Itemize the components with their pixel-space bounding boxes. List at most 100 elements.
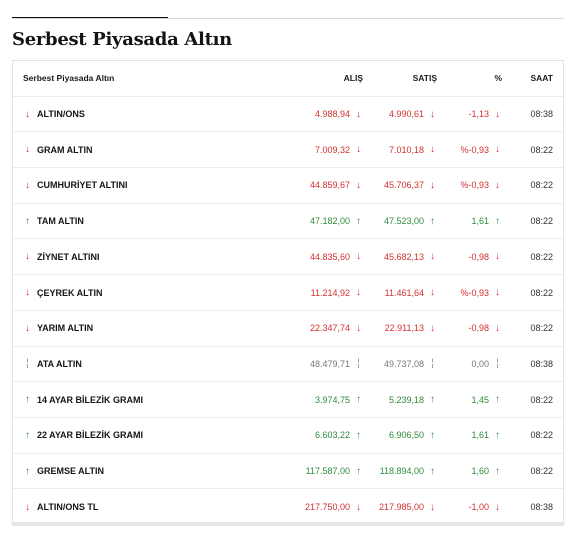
instrument-name-cell[interactable]: ↓ YARIM ALTIN <box>23 311 93 346</box>
instrument-name: ALTIN/ONS TL <box>37 502 99 513</box>
table-row[interactable]: ↓ ALTIN/ONS 4.988,94 ↓ 4.990,61 ↓ -1,13 ↓ 08:38 <box>13 97 563 133</box>
instrument-name-cell[interactable]: ↓ GRAM ALTIN <box>23 132 93 167</box>
instrument-name: 14 AYAR BİLEZİK GRAMI <box>37 394 144 405</box>
update-time-cell: 08:22 <box>530 382 553 417</box>
arrow-down-icon: ↓ <box>495 322 500 334</box>
update-time: 08:22 <box>530 287 553 298</box>
change-percent-cell: -1,00 ↓ <box>468 489 502 525</box>
update-time-cell: 08:38 <box>530 489 553 525</box>
instrument-name-cell[interactable]: ↓ ÇEYREK ALTIN <box>23 275 103 310</box>
buy-price-cell: 7.009,32 ↓ <box>315 132 363 167</box>
table-row[interactable]: ↓ ZİYNET ALTINI 44.835,60 ↓ 45.682,13 ↓ -0,98 ↓… <box>13 240 563 276</box>
arrow-down-icon: ↓ <box>430 501 435 513</box>
buy-price: 22.347,74 <box>309 323 350 334</box>
change-percent-cell: -0,98 ↓ <box>468 240 502 275</box>
arrow-down-icon: ↓ <box>495 108 500 120</box>
sell-price: 118.894,00 <box>379 466 424 477</box>
sell-price-cell: 4.990,61 ↓ <box>389 97 437 132</box>
change-percent-cell: 1,45 ↑ <box>471 382 502 417</box>
table-row[interactable]: ↓ GRAM ALTIN 7.009,32 ↓ 7.010,18 ↓ %-0,93 ↓ 08:2… <box>13 132 563 169</box>
arrow-down-icon: ↓ <box>430 144 435 156</box>
sell-price: 4.990,61 <box>388 109 424 120</box>
change-percent: -0,98 <box>468 251 489 262</box>
header-percent: % <box>494 73 502 84</box>
arrow-down-icon: ↓ <box>495 179 500 191</box>
gold-price-table: Serbest Piyasada Altın ALIŞ SATIŞ % SAAT… <box>12 60 564 526</box>
neutral-icon: ¦ <box>431 358 434 370</box>
buy-price-cell: 44.835,60 ↓ <box>310 240 363 275</box>
change-percent-cell: 1,61 ↑ <box>471 418 502 453</box>
change-percent-cell: 1,60 ↑ <box>471 454 502 489</box>
header-satis: SATIŞ <box>412 73 437 84</box>
instrument-name-cell[interactable]: ¦ ATA ALTIN <box>23 347 82 382</box>
neutral-icon: ¦ <box>26 358 29 370</box>
table-row[interactable]: ↑ 14 AYAR BİLEZİK GRAMI 3.974,75 ↑ 5.239,18 ↑… <box>13 382 563 418</box>
instrument-name-cell[interactable]: ↑ 14 AYAR BİLEZİK GRAMI <box>23 382 143 417</box>
instrument-name: TAM ALTIN <box>37 216 84 227</box>
arrow-down-icon: ↓ <box>356 179 361 191</box>
update-time-cell: 08:22 <box>530 418 553 453</box>
instrument-name-cell[interactable]: ↓ ZİYNET ALTINI <box>23 240 100 275</box>
buy-price-cell: 4.988,94 ↓ <box>315 97 363 132</box>
arrow-down-icon: ↓ <box>430 179 435 191</box>
instrument-name-cell[interactable]: ↑ GREMSE ALTIN <box>23 454 104 489</box>
arrow-down-icon: ↓ <box>430 287 435 299</box>
title-divider <box>12 18 564 19</box>
change-percent-cell: -0,98 ↓ <box>468 311 502 346</box>
table-row[interactable]: ¦ ATA ALTIN 48.479,71 ¦ 49.737,08 ¦ 0,00 ¦ 08:38 <box>13 347 563 383</box>
instrument-name-cell[interactable]: ↓ CUMHURİYET ALTINI <box>23 168 128 203</box>
header-alis: ALIŞ <box>343 73 363 84</box>
arrow-down-icon: ↓ <box>495 501 500 513</box>
arrow-down-icon: ↓ <box>25 251 30 263</box>
update-time-cell: 08:22 <box>530 275 553 310</box>
arrow-up-icon: ↑ <box>495 429 500 441</box>
update-time-cell: 08:22 <box>530 168 553 203</box>
table-header-row: Serbest Piyasada Altın ALIŞ SATIŞ % SAAT <box>13 61 563 97</box>
update-time-cell: 08:22 <box>530 454 553 489</box>
arrow-down-icon: ↓ <box>356 108 361 120</box>
instrument-name: ÇEYREK ALTIN <box>37 287 103 298</box>
buy-price: 11.214,92 <box>310 287 350 298</box>
buy-price: 7.009,32 <box>314 144 350 155</box>
buy-price: 117.587,00 <box>305 466 350 477</box>
sell-price-cell: 11.461,64 ↓ <box>385 275 437 310</box>
update-time: 08:38 <box>530 502 553 513</box>
table-row[interactable]: ↑ 22 AYAR BİLEZİK GRAMI 6.603,22 ↑ 6.906,50 ↑… <box>13 418 563 454</box>
change-percent-cell: %-0,93 ↓ <box>460 275 502 310</box>
sell-price: 45.706,37 <box>383 180 424 191</box>
header-name: Serbest Piyasada Altın <box>23 73 115 84</box>
table-row[interactable]: ↓ ALTIN/ONS TL 217.750,00 ↓ 217.985,00 ↓ -1,00… <box>13 489 563 525</box>
sell-price: 6.906,50 <box>388 430 424 441</box>
arrow-up-icon: ↑ <box>356 465 361 477</box>
sell-price-cell: 47.523,00 ↑ <box>384 204 437 239</box>
table-row[interactable]: ↑ GREMSE ALTIN 117.587,00 ↑ 118.894,00 ↑ 1,60 ↑… <box>13 454 563 490</box>
instrument-name: GREMSE ALTIN <box>37 466 104 477</box>
buy-price-cell: 217.750,00 ↓ <box>305 489 363 525</box>
sell-price-cell: 49.737,08 ¦ <box>384 347 437 382</box>
update-time: 08:22 <box>530 251 553 262</box>
change-percent-cell: 0,00 ¦ <box>471 347 502 382</box>
change-percent: 1,61 <box>471 216 489 227</box>
instrument-name-cell[interactable]: ↑ TAM ALTIN <box>23 204 84 239</box>
sell-price-cell: 7.010,18 ↓ <box>389 132 437 167</box>
update-time: 08:22 <box>530 144 553 155</box>
sell-price: 49.737,08 <box>383 358 424 369</box>
arrow-down-icon: ↓ <box>25 322 30 334</box>
instrument-name: YARIM ALTIN <box>37 323 94 334</box>
arrow-up-icon: ↑ <box>356 429 361 441</box>
instrument-name-cell[interactable]: ↑ 22 AYAR BİLEZİK GRAMI <box>23 418 143 453</box>
arrow-up-icon: ↑ <box>430 215 435 227</box>
table-row[interactable]: ↑ TAM ALTIN 47.182,00 ↑ 47.523,00 ↑ 1,61 ↑ 08:22 <box>13 204 563 240</box>
arrow-down-icon: ↓ <box>356 251 361 263</box>
table-row[interactable]: ↓ CUMHURİYET ALTINI 44.859,67 ↓ 45.706,37 ↓ %-… <box>13 168 563 204</box>
table-row[interactable]: ↓ YARIM ALTIN 22.347,74 ↓ 22.911,13 ↓ -0,98 ↓ 08… <box>13 311 563 347</box>
instrument-name-cell[interactable]: ↓ ALTIN/ONS <box>23 97 85 132</box>
sell-price-cell: 45.706,37 ↓ <box>384 168 437 203</box>
arrow-down-icon: ↓ <box>25 179 30 191</box>
neutral-icon: ¦ <box>496 358 499 370</box>
instrument-name-cell[interactable]: ↓ ALTIN/ONS TL <box>23 489 98 525</box>
arrow-down-icon: ↓ <box>495 251 500 263</box>
buy-price-cell: 11.214,92 ↓ <box>311 275 363 310</box>
table-row[interactable]: ↓ ÇEYREK ALTIN 11.214,92 ↓ 11.461,64 ↓ %-0,93 ↓… <box>13 275 563 311</box>
buy-price: 217.750,00 <box>304 502 350 513</box>
